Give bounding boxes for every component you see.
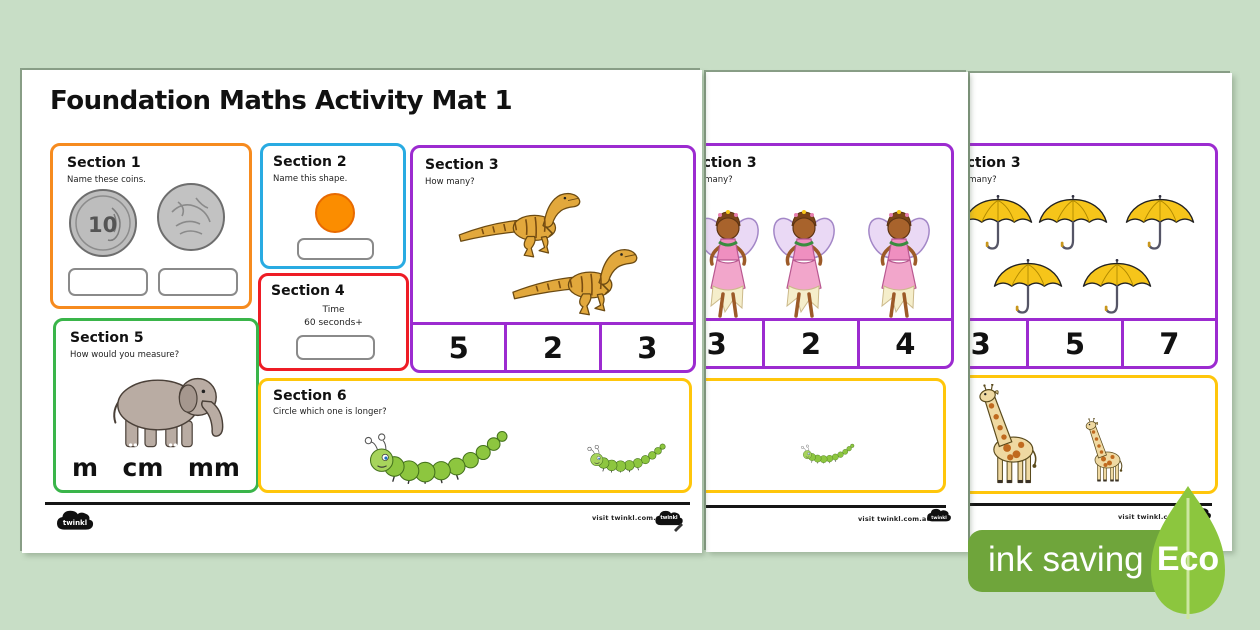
section-caption-line1: Time: [322, 305, 345, 315]
count-option: 2: [762, 321, 856, 366]
long-caterpillar-icon: [321, 414, 553, 484]
section-label: Section 5: [70, 330, 144, 346]
umbrella-icon: [1080, 259, 1154, 317]
section-6-box: Section 6 Circle which one is longer?: [258, 378, 692, 493]
answer-box: [297, 238, 374, 260]
twinkl-logo: twinkl: [55, 508, 95, 535]
section-label: Section 4: [271, 283, 345, 299]
count-option: 5: [448, 330, 469, 365]
measure-option: mm: [187, 453, 240, 482]
short-caterpillar-icon: [798, 429, 858, 472]
worksheet-page-2: Section 3 How many? 3 2 4 visit twinkl.c…: [706, 72, 968, 552]
umbrella-icon: [970, 195, 1035, 253]
section-4-box: Section 4 Time 60 seconds+: [258, 273, 409, 371]
worksheet-page-1: Foundation Maths Activity Mat 1 Section …: [22, 70, 702, 553]
count-option: 4: [856, 321, 951, 366]
footer-divider: [45, 502, 690, 505]
svg-text:twinkl: twinkl: [63, 519, 87, 527]
pencil-icon: [674, 523, 683, 532]
count-options-row: 3 2 4: [706, 318, 951, 366]
count-option: 5: [1026, 321, 1120, 366]
measure-option: m: [72, 453, 99, 482]
section-5-box: Section 5 How would you measure? m cm mm: [53, 318, 259, 493]
ten-cent-coin-icon: 10: [69, 189, 137, 257]
count-option: 3: [970, 326, 991, 361]
answer-box: [158, 268, 238, 296]
short-giraffe-icon: [1083, 418, 1129, 484]
count-options-row: 5 2 3: [413, 322, 693, 370]
section-6-box: [970, 375, 1218, 494]
umbrella-icon: [1123, 195, 1197, 253]
section-2-box: Section 2 Name this shape.: [260, 143, 406, 269]
tall-giraffe-icon: [975, 384, 1047, 487]
worksheet-page-3: Section 3 How many? 3 5 7 visit twinkl.c…: [970, 73, 1232, 551]
svg-text:twinkl: twinkl: [660, 515, 678, 521]
section-caption: How many?: [970, 175, 997, 185]
ink-saving-label: ink saving: [988, 540, 1144, 579]
page-title: Foundation Maths Activity Mat 1: [50, 86, 513, 116]
twinkl-logo: twinkl: [654, 506, 683, 532]
section-3-box: Section 3 How many? 3 5 7: [970, 143, 1218, 369]
count-option: 3: [706, 326, 727, 361]
five-cent-coin-icon: [157, 183, 225, 251]
elephant-icon: [81, 365, 233, 453]
fairy-icon: [868, 198, 930, 320]
orange-circle-icon: [315, 193, 355, 233]
section-6-box: [706, 378, 946, 493]
count-options-row: 3 5 7: [970, 318, 1215, 366]
short-caterpillar-icon: [583, 431, 671, 476]
section-caption: Name these coins.: [67, 175, 146, 185]
fairy-icon: [773, 198, 835, 320]
coin-value: 10: [88, 213, 117, 237]
measure-options-row: m cm mm: [72, 453, 240, 482]
section-caption: How would you measure?: [70, 350, 180, 360]
dinosaur-icon: [503, 244, 658, 318]
section-3-box: Section 3 How many? 3 2 4: [706, 143, 954, 369]
answer-box: [68, 268, 148, 296]
section-caption: Circle which one is longer?: [273, 407, 387, 417]
section-caption: How many?: [706, 175, 733, 185]
section-label: Section 3: [425, 157, 499, 173]
count-option: 3: [598, 325, 693, 370]
section-caption-line2: 60 seconds+: [304, 318, 363, 328]
fairy-icon: [706, 198, 759, 320]
section-caption: Name this shape.: [273, 174, 348, 184]
footer-visit-text: visit twinkl.com.au: [592, 514, 666, 522]
footer-divider: [706, 505, 946, 508]
section-label: Section 6: [273, 388, 347, 404]
section-label: Section 3: [706, 155, 757, 171]
eco-leaf-icon: [1151, 486, 1225, 619]
answer-box: [296, 335, 375, 360]
section-label: Section 2: [273, 154, 347, 170]
measure-option: cm: [122, 453, 164, 482]
umbrella-icon: [1036, 195, 1110, 253]
eco-label: Eco: [1156, 540, 1220, 578]
footer-visit-text: visit twinkl.com.au: [858, 515, 932, 523]
section-caption: How many?: [425, 177, 475, 187]
section-label: Section 3: [970, 155, 1021, 171]
footer-divider: [970, 503, 1212, 506]
section-label: Section 1: [67, 155, 141, 171]
section-1-box: Section 1 Name these coins. 10: [50, 143, 252, 309]
section-3-box: Section 3 How many? 5 2 3: [410, 145, 696, 373]
svg-text:twinkl: twinkl: [931, 515, 947, 521]
umbrella-icon: [991, 259, 1065, 317]
count-option: 7: [1120, 321, 1215, 366]
footer-visit-text: visit twinkl.com.au: [1118, 513, 1192, 521]
twinkl-logo: twinkl: [926, 507, 952, 525]
count-option: 2: [504, 325, 598, 370]
